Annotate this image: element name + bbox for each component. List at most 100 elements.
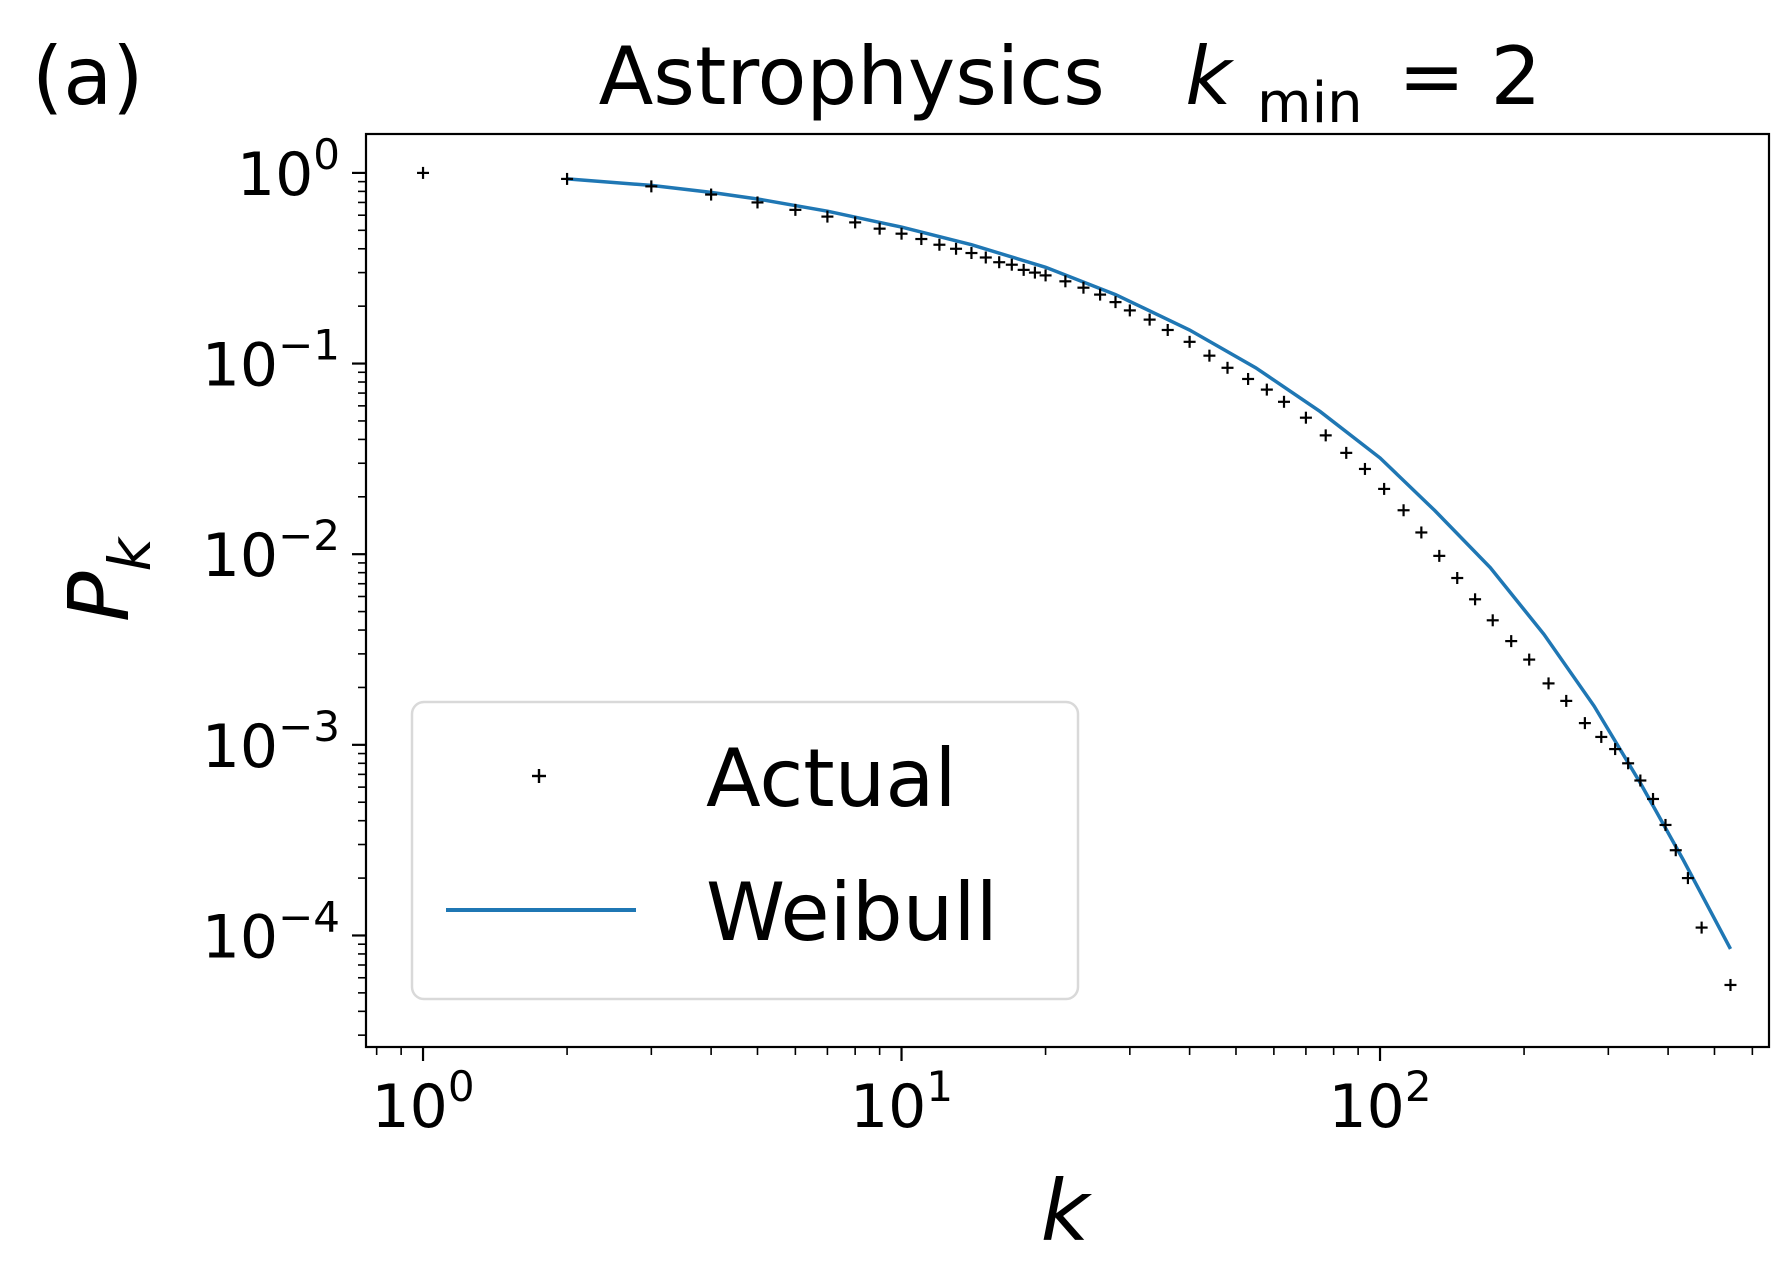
x-axis-ticks: 100 101 102 — [371, 1047, 1754, 1142]
actual-data-point — [1469, 593, 1482, 606]
actual-data-point — [1017, 263, 1030, 276]
legend-fit-label: Weibull — [706, 866, 998, 959]
x-tick-label: 100 — [371, 1062, 474, 1142]
actual-data-point — [1358, 462, 1371, 475]
x-tick-label: 101 — [850, 1062, 953, 1142]
actual-series — [417, 166, 1737, 991]
actual-data-point — [1669, 844, 1682, 857]
actual-data-point — [1724, 978, 1737, 991]
actual-data-point — [1415, 526, 1428, 539]
actual-data-point — [915, 233, 928, 246]
actual-data-point — [1278, 395, 1291, 408]
legend-frame — [410, 700, 1080, 1001]
actual-data-point — [1523, 653, 1536, 666]
actual-data-point — [1451, 572, 1464, 585]
actual-data-point — [417, 166, 430, 179]
actual-data-point — [1634, 774, 1647, 787]
x-tick-label-base: 10 — [371, 1072, 447, 1142]
weibull-fit-line — [566, 177, 1733, 950]
panel-label: (a) — [32, 30, 143, 123]
actual-data-point — [1183, 335, 1196, 348]
actual-data-point — [1578, 717, 1591, 730]
fit-series — [566, 177, 1733, 950]
actual-data-point — [873, 222, 886, 235]
actual-data-point — [1397, 504, 1410, 517]
y-axis-label-main: P — [50, 571, 148, 622]
actual-data-point — [705, 188, 718, 201]
actual-data-point — [1595, 730, 1608, 743]
y-tick-label-exp: −1 — [278, 321, 340, 370]
actual-data-point — [1123, 304, 1136, 317]
y-axis-label: Pk — [50, 535, 164, 622]
chart-title-var: k — [1185, 30, 1234, 123]
actual-data-point — [1059, 275, 1072, 288]
actual-data-point — [1378, 482, 1391, 495]
y-tick-label-base: 10 — [202, 712, 278, 782]
actual-data-point — [1161, 323, 1174, 336]
actual-data-point — [1077, 281, 1090, 294]
x-tick-label-exp: 0 — [448, 1062, 475, 1111]
actual-data-point — [1221, 361, 1234, 374]
actual-data-point — [1028, 266, 1041, 279]
actual-data-point — [993, 256, 1006, 269]
x-tick-label-base: 10 — [1328, 1072, 1404, 1142]
y-tick-label-exp: 0 — [313, 130, 340, 179]
actual-data-point — [821, 210, 834, 223]
actual-data-point — [1143, 313, 1156, 326]
y-tick-label: 100 — [237, 130, 340, 210]
actual-data-point — [979, 251, 992, 264]
actual-data-point — [1542, 677, 1555, 690]
y-tick-label-exp: −3 — [278, 702, 340, 751]
actual-data-point — [1299, 411, 1312, 424]
legend-actual-label: Actual — [706, 732, 957, 825]
y-tick-label: 10−4 — [202, 892, 340, 972]
actual-data-point — [1005, 258, 1018, 271]
x-axis-label: k — [1041, 1162, 1093, 1260]
x-tick-label-exp: 2 — [1405, 1062, 1432, 1111]
y-tick-label-base: 10 — [202, 331, 278, 401]
x-tick-label: 102 — [1328, 1062, 1431, 1142]
actual-data-point — [645, 180, 658, 193]
x-tick-label-base: 10 — [850, 1072, 926, 1142]
actual-data-point — [561, 172, 574, 185]
legend: Actual Weibull — [410, 700, 1080, 1001]
actual-data-point — [950, 242, 963, 255]
actual-data-point — [1681, 872, 1694, 885]
actual-data-point — [1486, 614, 1499, 627]
actual-data-point — [895, 227, 908, 240]
actual-data-point — [965, 247, 978, 260]
actual-data-point — [1622, 757, 1635, 770]
actual-data-point — [1260, 383, 1273, 396]
actual-data-point — [1505, 635, 1518, 648]
chart-title-eq: = 2 — [1398, 30, 1541, 123]
y-tick-label-exp: −4 — [278, 892, 340, 941]
actual-data-point — [1203, 349, 1216, 362]
y-tick-label-exp: −2 — [278, 511, 340, 560]
legend-actual-marker — [532, 769, 546, 783]
chart-title-main: Astrophysics — [599, 30, 1105, 123]
actual-data-point — [1647, 792, 1660, 805]
actual-data-point — [1560, 694, 1573, 707]
actual-data-point — [751, 196, 764, 209]
y-tick-label-base: 10 — [202, 521, 278, 591]
y-axis-label-sub: k — [96, 535, 164, 571]
actual-data-point — [1109, 296, 1122, 309]
y-tick-label: 10−3 — [202, 702, 340, 782]
y-tick-label: 10−2 — [202, 511, 340, 591]
actual-data-point — [1695, 921, 1708, 934]
chart-title: Astrophysics k min = 2 — [599, 30, 1542, 141]
chart-title-sub: min — [1257, 71, 1363, 136]
y-tick-label-base: 10 — [202, 902, 278, 972]
actual-data-point — [1659, 818, 1672, 831]
actual-data-point — [1609, 743, 1622, 756]
actual-data-point — [1242, 372, 1255, 385]
actual-data-point — [849, 216, 862, 229]
actual-data-point — [1094, 288, 1107, 301]
actual-data-point — [933, 238, 946, 251]
x-tick-label-exp: 1 — [926, 1062, 953, 1111]
y-tick-label-base: 10 — [237, 140, 313, 210]
actual-data-point — [1340, 446, 1353, 459]
actual-data-point — [1039, 269, 1052, 282]
